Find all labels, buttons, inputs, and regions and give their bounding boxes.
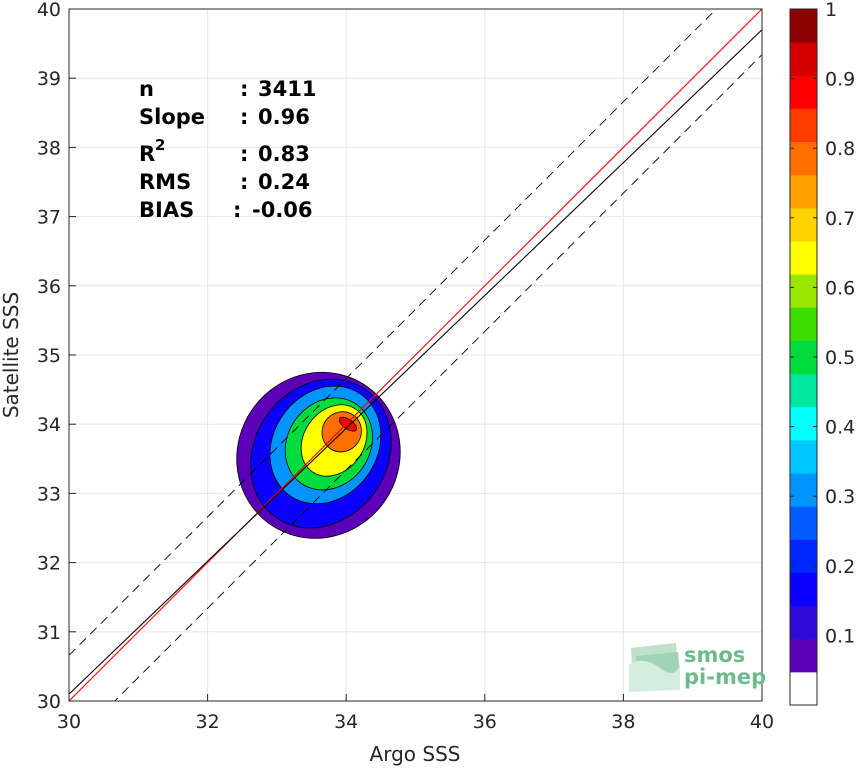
colorbar-segment [790,572,817,607]
colorbar-tick-label: 1 [825,0,837,21]
reference-lines [69,9,762,701]
y-tick-label: 34 [37,414,61,436]
colorbar-segment [790,75,817,109]
stats-box: n : 3411 Slope : 0.96 R 2 : 0.83 RMS : 0… [139,77,316,222]
colorbar-tick-label: 0.3 [825,486,855,508]
stat-r2-sep: : [240,142,248,166]
colorbar-segment [790,108,817,143]
colorbar-segment [790,473,817,507]
colorbar-tick-label: 0.2 [825,556,855,578]
y-tick-label: 37 [37,207,61,229]
y-axis-ticks: 30 31 32 33 34 35 36 37 38 39 40 [37,0,76,713]
colorbar-segment [790,638,817,673]
grid [68,8,763,702]
colorbar-segment [790,539,817,573]
colorbar-tick-label: 0.6 [825,277,855,299]
y-tick-label: 38 [37,137,61,159]
colorbar-tick-label: 0.8 [825,138,855,160]
stat-bias-value: -0.06 [252,198,313,222]
colorbar-segment [790,174,817,209]
y-tick-label: 35 [37,345,61,367]
x-tick-label: 36 [473,711,497,733]
x-tick-label: 30 [57,711,81,733]
stat-r2-label: R [139,142,155,166]
colorbar-segment [790,207,817,242]
stat-slope-sep: : [240,105,248,129]
x-tick-label: 32 [196,711,220,733]
colorbar-segment [790,42,817,76]
stat-n-value: 3411 [258,77,316,101]
colorbar-tick-label: 0.9 [825,69,855,91]
y-axis-label: Satellite SSS [0,292,23,418]
colorbar-segment [790,340,817,375]
y-tick-label: 32 [37,553,61,575]
x-tick-label: 38 [611,711,635,733]
x-axis-label: Argo SSS [370,742,461,766]
reference-line-1-1 [69,9,762,701]
colorbar-segment [790,307,817,341]
colorbar-tick-label: 0.7 [825,208,855,230]
y-tick-label: 40 [37,0,61,21]
colorbar-segment [790,373,817,408]
colorbar-segment [790,241,817,275]
colorbar-segment [790,605,817,640]
stat-n-label: n [139,77,154,101]
logo-line2: pi-mep [684,665,766,689]
reference-line-lower [114,54,762,701]
stat-r2-value: 0.83 [258,142,310,166]
colorbar-segment [790,9,817,43]
stat-bias-sep: : [233,198,241,222]
stat-slope-value: 0.96 [258,105,310,129]
logo-mark-icon [629,643,680,692]
y-tick-label: 33 [37,483,61,505]
reference-line-fit [69,29,762,695]
y-tick-label: 36 [37,276,61,298]
colorbar-segment [790,274,817,308]
x-tick-label: 40 [750,711,774,733]
colorbar-tick-label: 0.4 [825,417,855,439]
colorbar-segment [790,141,817,176]
stat-rms-sep: : [240,170,248,194]
y-tick-label: 30 [37,691,61,713]
stat-rms-value: 0.24 [258,170,310,194]
stat-rms-label: RMS [139,170,191,194]
colorbar-segment [790,506,817,540]
stat-r2-sup: 2 [155,136,165,154]
smos-pimep-logo: smos pi-mep [629,643,766,692]
colorbar-segment [790,439,817,474]
logo-line1: smos [684,643,745,667]
colorbar-segment [790,671,817,706]
stat-bias-label: BIAS [139,198,194,222]
stat-slope-label: Slope [139,105,205,129]
colorbar-tick-label: 0.5 [825,347,855,369]
y-tick-label: 39 [37,68,61,90]
stat-n-sep: : [240,77,248,101]
colorbar-tick-label: 0.1 [825,625,855,647]
colorbar [790,9,817,706]
reference-line-upper [69,9,717,656]
x-axis-ticks: 30 32 34 36 38 40 [57,694,774,733]
colorbar-segment [790,406,817,441]
y-tick-label: 31 [37,622,61,644]
colorbar-ticks: 0.1 0.2 0.3 0.4 0.5 0.6 0.7 0.8 0.9 1 [790,0,855,647]
x-tick-label: 34 [334,711,358,733]
